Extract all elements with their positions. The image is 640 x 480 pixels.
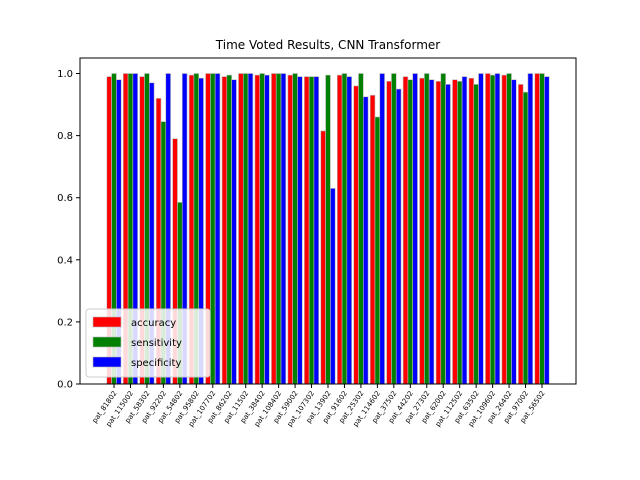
- bar-sensitivity-pat_109602: [489, 74, 496, 385]
- y-tick-label: 0.6: [57, 193, 73, 204]
- bar-sensitivity-pat_107702: [210, 73, 216, 385]
- bar-specificity-pat_114602: [379, 73, 385, 385]
- bar-accuracy-pat_86202: [221, 76, 228, 385]
- bar-specificity-pat_26402: [511, 79, 517, 385]
- legend-label-accuracy: accuracy: [131, 318, 176, 329]
- bar-accuracy-pat_13902: [320, 130, 326, 385]
- bar-sensitivity-pat_91602: [341, 73, 348, 385]
- bar-specificity-pat_97002: [527, 73, 534, 385]
- bar-sensitivity-pat_59002: [292, 73, 298, 385]
- bar-accuracy-pat_91602: [336, 74, 343, 385]
- bar-accuracy-pat_108402: [271, 73, 277, 385]
- bar-specificity-pat_44202: [412, 73, 418, 385]
- bar-accuracy-pat_25302: [353, 85, 359, 385]
- bar-specificity-pat_63502: [478, 73, 484, 385]
- bar-sensitivity-pat_114602: [374, 116, 381, 385]
- bar-specificity-pat_13902: [330, 188, 336, 385]
- bar-sensitivity-pat_44202: [407, 79, 414, 385]
- bar-accuracy-pat_26402: [501, 74, 507, 385]
- bar-accuracy-pat_97002: [518, 84, 524, 385]
- bar-sensitivity-pat_107302: [308, 76, 315, 385]
- bar-specificity-pat_91602: [346, 76, 352, 385]
- bar-specificity-pat_86202: [231, 79, 237, 385]
- bar-sensitivity-pat_97002: [522, 91, 529, 385]
- bar-sensitivity-pat_11502: [242, 73, 249, 385]
- bar-specificity-pat_107702: [214, 73, 221, 385]
- bar-accuracy-pat_56502: [534, 73, 540, 385]
- legend-swatch-accuracy: [92, 316, 122, 328]
- bar-sensitivity-pat_112502: [456, 80, 463, 385]
- bar-specificity-pat_108402: [280, 73, 287, 385]
- bar-sensitivity-pat_27302: [424, 73, 430, 385]
- bar-specificity-pat_62002: [445, 84, 451, 385]
- bar-accuracy-pat_38402: [254, 74, 261, 385]
- legend-swatch-specificity: [92, 356, 122, 368]
- y-tick-label: 0.8: [57, 131, 73, 142]
- bar-accuracy-pat_114602: [369, 94, 376, 385]
- bar-accuracy-pat_44202: [402, 76, 409, 385]
- bar-specificity-pat_37502: [395, 88, 402, 385]
- bar-sensitivity-pat_13902: [325, 74, 331, 385]
- bar-sensitivity-pat_62002: [440, 73, 446, 385]
- bar-accuracy-pat_112502: [452, 79, 458, 385]
- legend-label-specificity: specificity: [131, 358, 181, 369]
- legend-swatch-sensitivity: [92, 336, 122, 348]
- bar-accuracy-pat_63502: [468, 77, 475, 385]
- bar-accuracy-pat_109602: [485, 73, 491, 385]
- bar-accuracy-pat_107302: [304, 76, 310, 385]
- bar-specificity-pat_11502: [247, 73, 254, 385]
- legend-label-sensitivity: sensitivity: [131, 338, 182, 349]
- bar-accuracy-pat_11502: [238, 73, 244, 385]
- bar-specificity-pat_112502: [461, 76, 468, 385]
- bar-sensitivity-pat_26402: [506, 73, 512, 385]
- bar-specificity-pat_109602: [494, 73, 501, 385]
- bar-specificity-pat_59002: [297, 76, 303, 385]
- bar-sensitivity-pat_37502: [391, 73, 397, 385]
- y-tick-label: 1.0: [57, 69, 73, 80]
- bar-sensitivity-pat_63502: [473, 84, 479, 385]
- bar-sensitivity-pat_25302: [358, 73, 364, 385]
- chart-title: Time Voted Results, CNN Transformer: [215, 38, 440, 52]
- bar-accuracy-pat_59002: [287, 74, 293, 385]
- y-tick-label: 0.4: [57, 255, 73, 266]
- bar-sensitivity-pat_38402: [259, 73, 265, 385]
- bar-specificity-pat_107302: [313, 76, 320, 385]
- bar-sensitivity-pat_108402: [275, 73, 282, 385]
- bar-specificity-pat_25302: [363, 96, 369, 385]
- bar-accuracy-pat_62002: [435, 80, 442, 385]
- y-tick-label: 0.2: [57, 317, 73, 328]
- y-axis: 0.0 0.2 0.4 0.6 0.8 1.0: [57, 69, 80, 391]
- bar-specificity-pat_38402: [264, 74, 270, 385]
- bar-specificity-pat_27302: [428, 79, 435, 385]
- bar-sensitivity-pat_56502: [539, 73, 545, 385]
- bar-accuracy-pat_27302: [419, 77, 425, 385]
- bar-sensitivity-pat_86202: [226, 74, 232, 385]
- bar-accuracy-pat_37502: [386, 80, 392, 385]
- bar-specificity-pat_56502: [544, 76, 550, 385]
- legend: accuracy sensitivity specificity: [85, 308, 211, 378]
- y-tick-label: 0.0: [57, 380, 73, 391]
